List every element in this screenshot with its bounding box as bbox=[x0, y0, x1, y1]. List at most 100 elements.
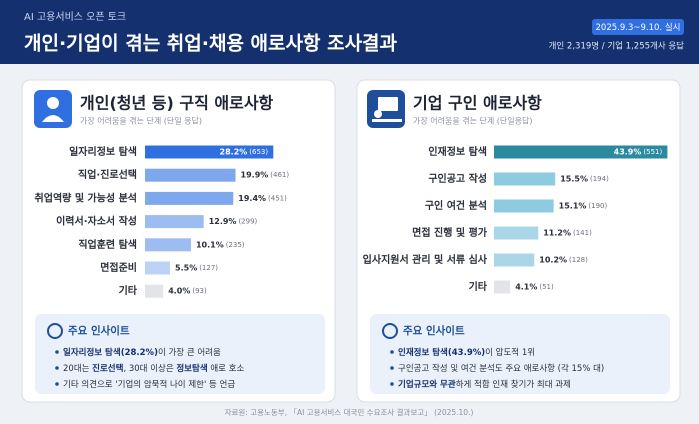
period-badge bbox=[592, 19, 684, 35]
value-label: 28.2% bbox=[220, 148, 248, 157]
value-label: 5.5% bbox=[175, 264, 197, 273]
bar bbox=[145, 284, 164, 298]
value-label: 15.1% bbox=[559, 202, 587, 211]
company-icon bbox=[378, 97, 398, 111]
bar bbox=[494, 253, 535, 267]
company-icon bbox=[372, 119, 402, 122]
category-label: 구인 여건 분석 bbox=[425, 199, 487, 212]
value-label: 10.1% bbox=[196, 240, 224, 249]
count-label: (51) bbox=[539, 283, 554, 291]
category-label: 면접준비 bbox=[100, 261, 137, 274]
insight-icon bbox=[382, 323, 398, 339]
category-label: 면접 진행 및 평가 bbox=[412, 226, 488, 239]
bar bbox=[145, 261, 171, 275]
person-icon bbox=[42, 115, 64, 122]
bullet bbox=[390, 350, 394, 354]
bar bbox=[494, 280, 511, 294]
bar bbox=[145, 168, 236, 182]
bullet-part: 이 압도적 1위 bbox=[485, 347, 535, 358]
bar bbox=[494, 226, 539, 240]
count-label: (141) bbox=[573, 229, 592, 237]
bullet-part: 인재정보 탐색(43.9%) bbox=[398, 347, 485, 358]
bullet-part: 정보탐색 bbox=[176, 363, 207, 374]
insight-bullet: 20대는 진로선택, 30대 이상은 정보탐색 애로 호소 bbox=[63, 363, 245, 374]
bar bbox=[145, 145, 274, 159]
category-label: 기타 bbox=[469, 280, 488, 293]
count-label: (128) bbox=[569, 256, 588, 264]
count-label: (299) bbox=[238, 218, 257, 226]
insight-title: 주요 인사이트 bbox=[68, 324, 130, 337]
count-label: (653) bbox=[249, 148, 268, 156]
panel-subtitle: 가장 어려움을 겪는 단계 (단일응답) bbox=[413, 116, 532, 126]
insight-icon bbox=[47, 323, 63, 339]
insight-bullet: 일자리정보 탐색(28.2%)이 가장 큰 어려움 bbox=[63, 347, 221, 358]
value-label: 4.0% bbox=[168, 287, 190, 296]
source: 자료원: 고용노동부, 「AI 고용서비스 대국민 수요조사 결과보고」 (20… bbox=[225, 407, 474, 417]
count-label: (551) bbox=[643, 148, 662, 156]
company-icon bbox=[374, 110, 382, 118]
category-label: 인재정보 탐색 bbox=[428, 145, 487, 158]
bullet bbox=[390, 382, 394, 386]
period: 2025.9.3~9.10. 실시 bbox=[596, 22, 681, 33]
bullet bbox=[55, 350, 59, 354]
category-label: 이력서·자소서 작성 bbox=[56, 215, 137, 228]
bullet-part: , 30대 이상은 bbox=[123, 363, 176, 374]
category-label: 취업역량 및 가능성 분석 bbox=[35, 191, 137, 204]
value-label: 10.2% bbox=[539, 256, 567, 265]
insight-title: 주요 인사이트 bbox=[403, 324, 465, 337]
bullet-part: 20대는 bbox=[63, 364, 92, 374]
header-title: 개인·기업이 겪는 취업·채용 애로사항 조사결과 bbox=[24, 33, 398, 55]
bullet-part: 구인공고 작성 및 여건 분석도 주요 애로사항 (각 15% 대) bbox=[398, 363, 604, 374]
bullet-part: 진로선택 bbox=[92, 363, 123, 374]
bullet bbox=[390, 366, 394, 370]
bullet-part: 애로 호소 bbox=[208, 364, 245, 374]
bar bbox=[494, 145, 668, 159]
bar bbox=[145, 191, 234, 205]
bar bbox=[145, 215, 204, 229]
count-label: (194) bbox=[590, 175, 609, 183]
respondents: 개인 2,319명 / 기업 1,255개사 응답 bbox=[549, 41, 685, 52]
value-label: 11.2% bbox=[543, 229, 571, 238]
insight-bullet: 구인공고 작성 및 여건 분석도 주요 애로사항 (각 15% 대) bbox=[398, 363, 604, 374]
bullet-part: 기타 의견으로 '기업의 암묵적 나이 제한' 등 언급 bbox=[63, 379, 235, 390]
bullet bbox=[55, 382, 59, 386]
count-label: (235) bbox=[226, 241, 245, 249]
insight-box bbox=[370, 314, 670, 394]
value-label: 4.1% bbox=[515, 283, 537, 292]
bullet bbox=[55, 366, 59, 370]
count-label: (127) bbox=[199, 264, 218, 272]
category-label: 일자리정보 탐색 bbox=[69, 145, 137, 158]
category-label: 입사지원서 관리 및 서류 심사 bbox=[363, 253, 488, 266]
value-label: 43.9% bbox=[614, 148, 642, 157]
insight-box bbox=[35, 314, 325, 394]
value-label: 12.9% bbox=[209, 217, 237, 226]
count-label: (451) bbox=[268, 194, 287, 202]
count-label: (93) bbox=[192, 287, 207, 295]
bullet-part: 기업규모와 무관 bbox=[398, 379, 456, 390]
value-label: 19.4% bbox=[238, 194, 266, 203]
value-label: 15.5% bbox=[560, 175, 588, 184]
insight-bullet: 기타 의견으로 '기업의 암묵적 나이 제한' 등 언급 bbox=[63, 379, 235, 390]
insight-bullet: 기업규모와 무관하게 적합 인재 찾기가 최대 과제 bbox=[398, 379, 571, 390]
category-label: 직업훈련 탐색 bbox=[78, 238, 137, 251]
panel-title: 기업 구인 애로사항 bbox=[413, 94, 542, 113]
insight-bullet: 인재정보 탐색(43.9%)이 압도적 1위 bbox=[398, 347, 535, 358]
bullet-part: 이 가장 큰 어려움 bbox=[158, 347, 221, 358]
panel-title: 개인(청년 등) 구직 애로사항 bbox=[80, 94, 274, 113]
bar bbox=[494, 172, 556, 186]
bullet-part: 일자리정보 탐색(28.2%) bbox=[63, 347, 158, 358]
bar bbox=[145, 238, 191, 252]
bullet-part: 하게 적합 인재 찾기가 최대 과제 bbox=[456, 379, 571, 390]
person-icon bbox=[47, 97, 59, 109]
count-label: (190) bbox=[588, 202, 607, 210]
panel-subtitle: 가장 어려움을 겪는 단계 (단일 응답) bbox=[80, 116, 202, 126]
header-bar bbox=[0, 0, 699, 64]
header-kicker: AI 고용서비스 오픈 토크 bbox=[24, 11, 126, 23]
bar bbox=[494, 199, 554, 213]
category-label: 직업·진로선택 bbox=[78, 168, 137, 181]
count-label: (461) bbox=[270, 171, 289, 179]
category-label: 구인공고 작성 bbox=[428, 172, 487, 185]
value-label: 19.9% bbox=[241, 171, 269, 180]
category-label: 기타 bbox=[119, 284, 138, 297]
